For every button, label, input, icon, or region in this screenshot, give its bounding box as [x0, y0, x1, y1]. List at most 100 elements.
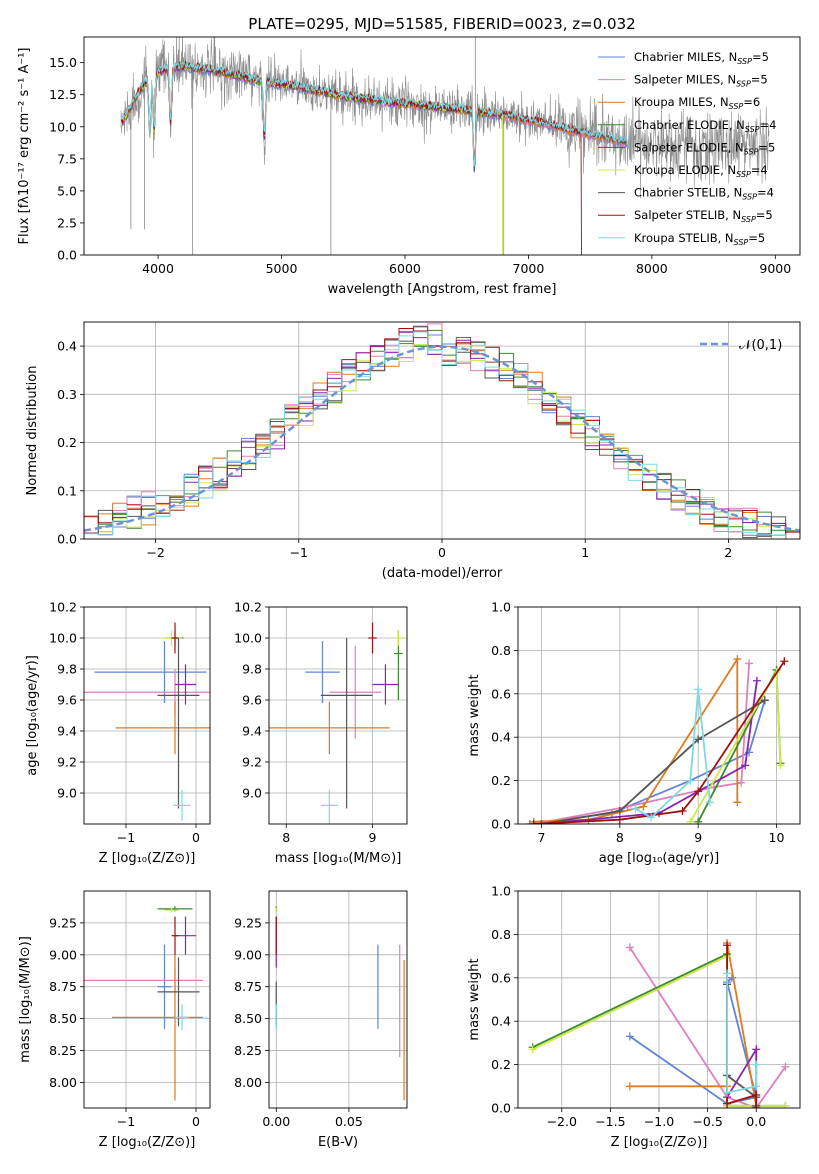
y-axis-label: Flux [fλ10⁻¹⁷ erg cm⁻² s⁻¹ A⁻¹]	[17, 48, 32, 245]
series-marker	[752, 1045, 761, 1054]
legend-count: =5	[751, 73, 768, 87]
legend-count: =6	[743, 95, 760, 109]
y-tick-label: 9.00	[234, 947, 262, 962]
y-tick-label: 5.0	[57, 183, 77, 198]
x-tick-label: 0.00	[262, 1114, 290, 1129]
series-marker	[694, 735, 703, 744]
series-marker	[752, 676, 761, 685]
residual-histogram-step	[84, 344, 800, 539]
errorbars	[84, 906, 203, 1101]
y-tick-label: 8.75	[49, 979, 77, 994]
spectrum-lines	[120, 37, 770, 255]
x-tick-label: −0.5	[692, 1114, 722, 1129]
grid-group	[518, 890, 800, 1109]
y-tick-label: 10.0	[234, 631, 262, 646]
x-tick-label: 7000	[513, 261, 545, 276]
series-marker	[780, 657, 789, 666]
series-marker	[639, 802, 648, 811]
series-line	[541, 680, 758, 824]
series-marker	[625, 943, 634, 952]
x-tick-label: 7	[538, 830, 546, 845]
legend-count: =5	[758, 140, 775, 154]
x-tick-label: 0	[438, 545, 446, 560]
y-axis-label: mass [log₁₀(M/M⊙)]	[18, 936, 33, 1063]
y-tick-label: 0.8	[491, 927, 511, 942]
series-marker	[529, 820, 538, 824]
y-tick-label: 10.2	[49, 600, 77, 615]
y-tick-label: 0.0	[491, 1101, 511, 1116]
y-tick-label: 9.6	[57, 693, 77, 708]
x-axis-label: mass [log₁₀(M/M⊙)]	[275, 851, 402, 866]
series-marker	[733, 655, 742, 664]
legend-subscript: SSP	[736, 170, 751, 179]
x-tick-label: 8	[616, 830, 624, 845]
legend-label: Kroupa MILES, NSSP=6	[634, 95, 760, 111]
legend-label: Chabrier MILES, NSSP=5	[634, 50, 769, 66]
y-tick-label: 9.2	[57, 755, 77, 770]
y-axis-label: mass weight	[467, 674, 482, 756]
y-tick-label: 9.0	[242, 786, 262, 801]
gaussian-legend-label: 𝒩(0,1)	[739, 338, 782, 353]
y-tick-label: 8.00	[234, 1075, 262, 1090]
series-marker	[781, 1101, 790, 1108]
y-tick-label: 2.5	[57, 215, 77, 230]
y-tick-label: 9.6	[242, 693, 262, 708]
y-tick-label: 10.2	[234, 600, 262, 615]
mass-weight-vs-age-panel: 7 8 9 10 0.0 0.2 0.4 0.6 0.8 1.0 age [log₁₀(age/yr…	[467, 600, 801, 866]
series-marker	[615, 806, 624, 815]
legend-count: =4	[751, 163, 768, 177]
y-tick-label: 8.25	[234, 1043, 262, 1058]
model-fit-line	[120, 61, 628, 167]
legend-count: =5	[752, 50, 769, 64]
series-line	[541, 699, 766, 824]
y-axis-label: age [log₁₀(age/yr)]	[25, 655, 40, 776]
y-tick-label: 0.2	[491, 1057, 511, 1072]
y-tick-label: 9.4	[57, 724, 77, 739]
y-tick-label: 8.25	[49, 1043, 77, 1058]
axes-frame	[268, 606, 408, 825]
y-tick-label: 10.0	[49, 119, 77, 134]
y-tick-label: 0.2	[57, 435, 77, 450]
legend-label: Chabrier STELIB, NSSP=4	[634, 186, 774, 202]
legend-label: Salpeter ELODIE, NSSP=5	[634, 140, 775, 156]
y-tick-label: 0.8	[491, 643, 511, 658]
model-fit-line	[120, 63, 503, 172]
mass-weight-vs-metallicity-panel: −2.0 −1.5 −1.0 −0.5 0.0 0.0 0.2 0.4 0.6 0.8 1.0 Z […	[467, 884, 801, 1150]
series-marker	[631, 804, 640, 813]
y-axis-label: Normed distribution	[25, 366, 40, 496]
age-vs-mass-panel: 8 9 9.0 9.2 9.4 9.6 9.8 10.0 10.2 mass [log₁₀(M/M…	[234, 600, 408, 866]
axes-frame	[83, 890, 211, 1109]
y-tick-label: 15.0	[49, 55, 77, 70]
legend-label: Salpeter MILES, NSSP=5	[634, 73, 768, 89]
axes-frame	[83, 36, 801, 256]
y-tick-label: 9.8	[242, 662, 262, 677]
legend-subscript: SSP	[737, 57, 752, 66]
x-axis-label: Z [log₁₀(Z/Z⊙)]	[611, 1135, 708, 1150]
errorbars	[275, 906, 405, 1101]
y-tick-label: 0.0	[57, 248, 77, 263]
series-marker	[625, 1082, 634, 1091]
series-marker	[528, 1045, 537, 1054]
mass-vs-ebv-panel: 0.00 0.05 8.00 8.25 8.50 8.75 9.00 9.25 E(B-V)	[234, 890, 408, 1150]
series-lines	[525, 655, 789, 824]
y-tick-label: 0.4	[491, 730, 511, 745]
legend-label: Kroupa STELIB, NSSP=5	[634, 231, 765, 247]
legend-subscript: SSP	[729, 102, 744, 111]
mass-vs-metallicity-panel: −1 0 8.00 8.25 8.50 8.75 9.00 9.25 Z [log₁₀(Z/Z⊙…	[18, 890, 211, 1150]
series-marker	[781, 1062, 790, 1071]
residual-histogram-step	[84, 331, 800, 539]
x-tick-label: 8000	[636, 261, 668, 276]
x-axis-label: age [log₁₀(age/yr)]	[599, 851, 720, 866]
axes-frame	[83, 321, 801, 540]
series-marker	[723, 969, 732, 978]
series-marker	[752, 1082, 761, 1091]
series-marker	[723, 941, 732, 950]
chart-title: PLATE=0295, MJD=51585, FIBERID=0023, z=0…	[248, 15, 635, 33]
x-tick-label: 9	[694, 830, 702, 845]
x-axis-label: Z [log₁₀(Z/Z⊙)]	[99, 851, 196, 866]
series-marker	[737, 778, 746, 787]
legend-count: =4	[760, 118, 777, 132]
x-axis-label: (data-model)/error	[382, 566, 503, 581]
y-tick-label: 0.2	[491, 773, 511, 788]
